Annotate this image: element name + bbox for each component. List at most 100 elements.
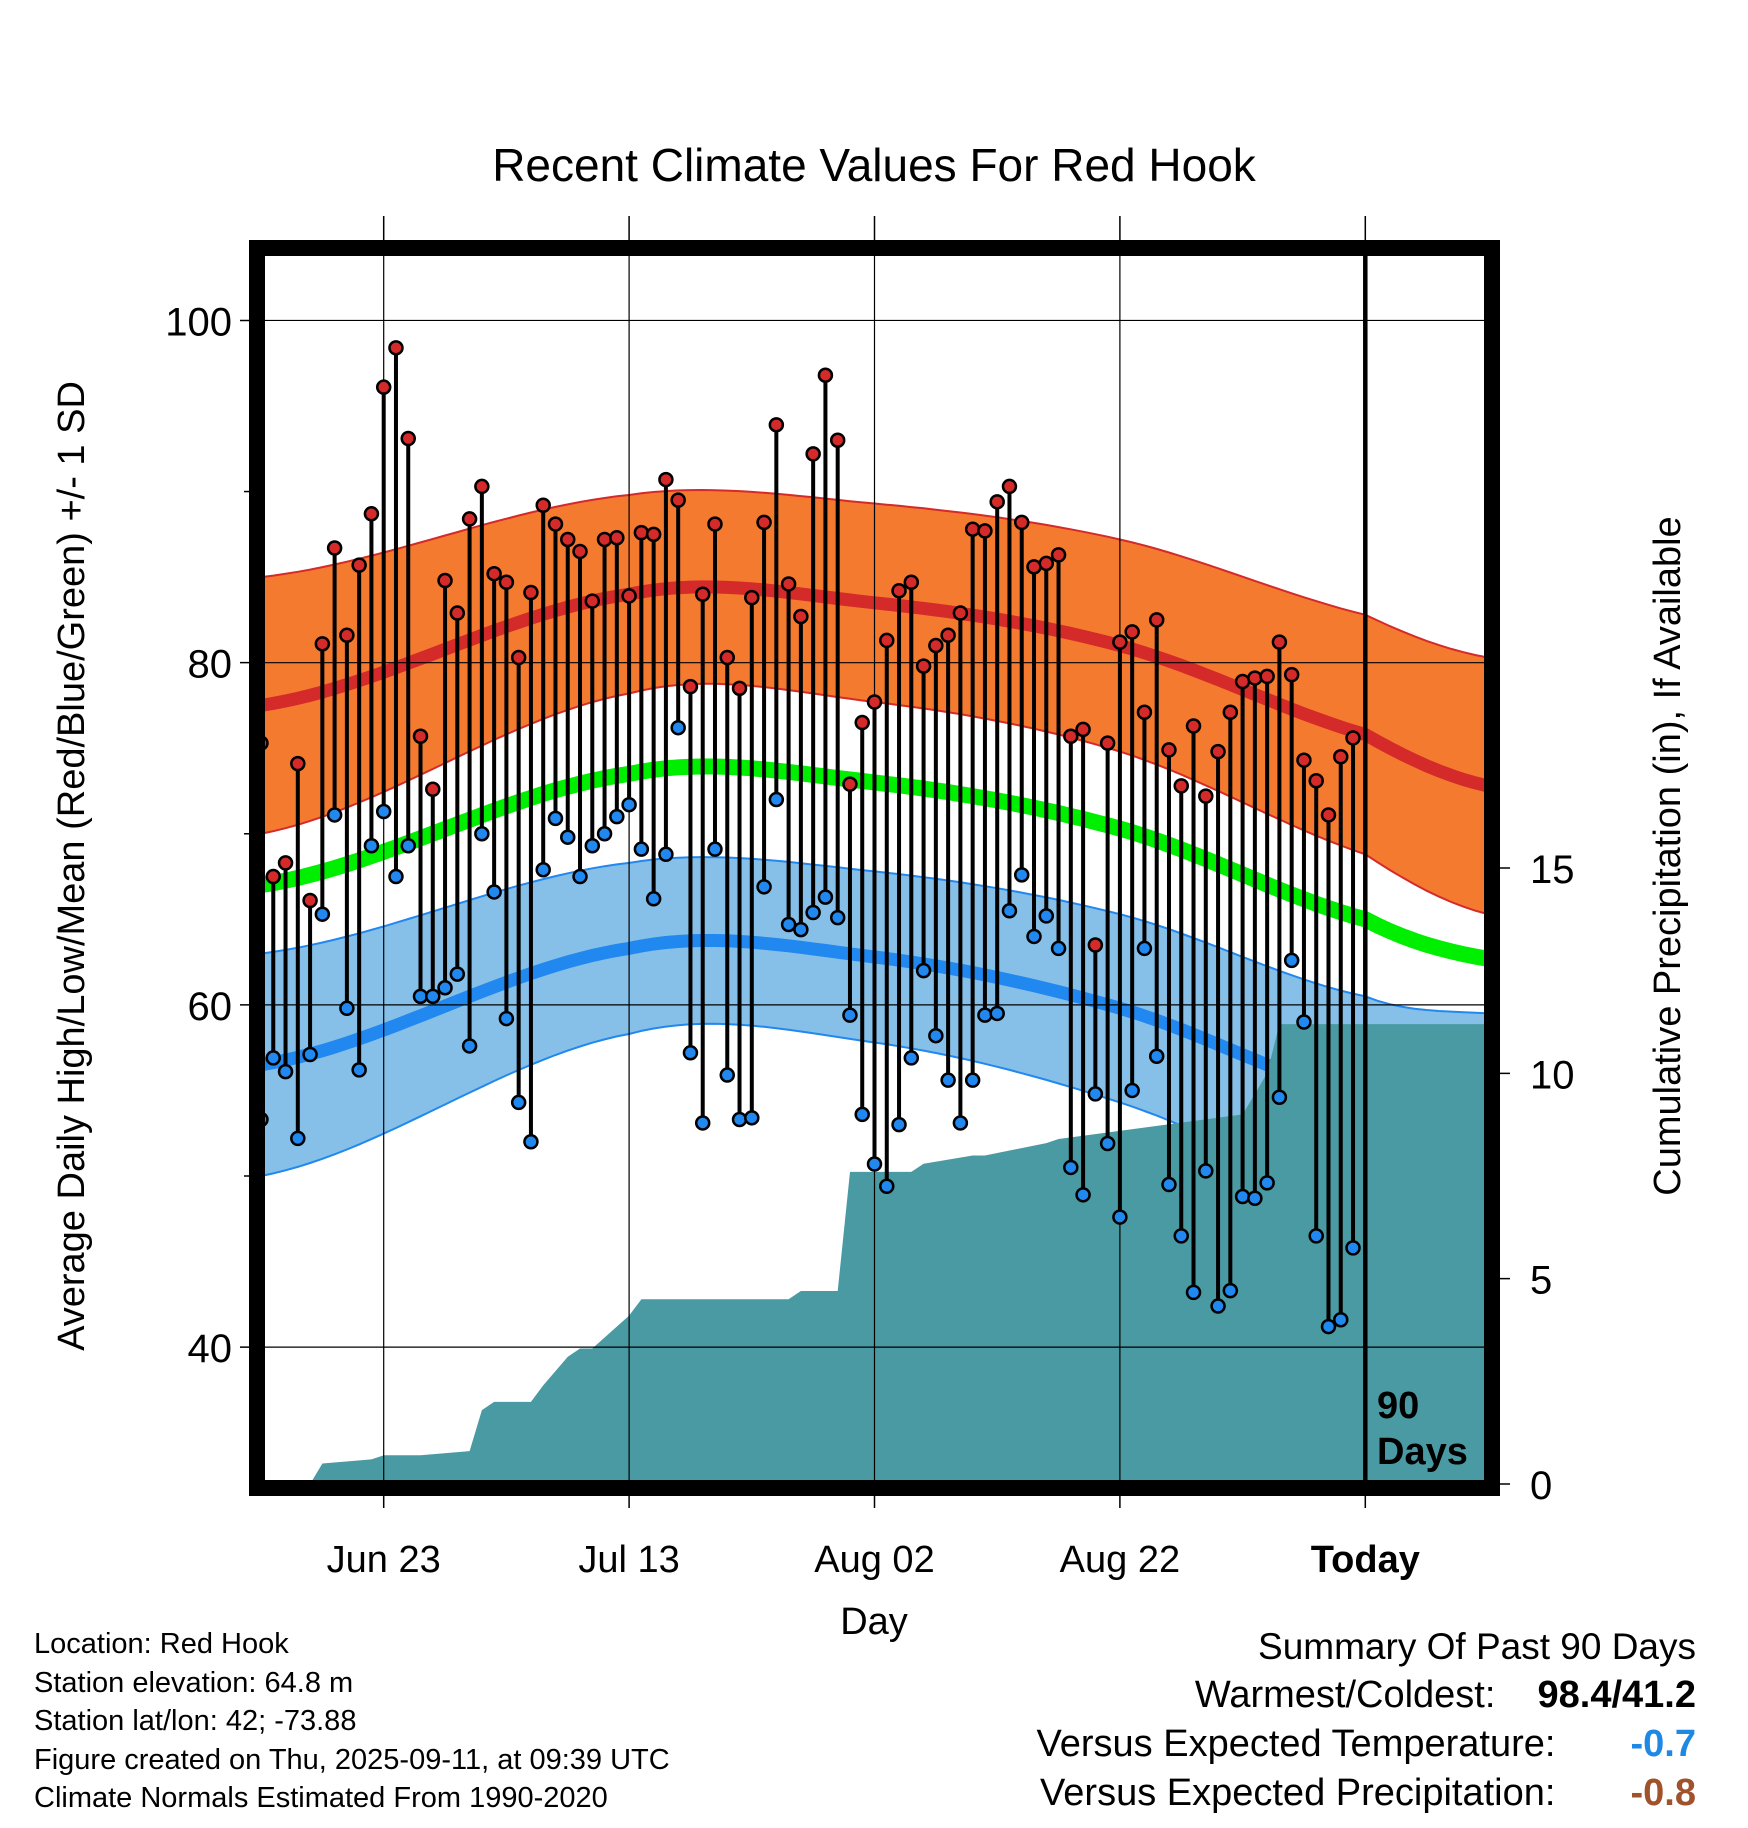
low-temp-point bbox=[535, 861, 551, 878]
high-temp-point bbox=[584, 593, 601, 609]
low-temp-point bbox=[302, 1046, 318, 1063]
high-temp-point bbox=[1234, 673, 1251, 690]
low-temp-point bbox=[314, 906, 331, 922]
high-temp-point bbox=[977, 523, 993, 539]
low-temp-point bbox=[866, 1156, 883, 1172]
high-temp-point bbox=[572, 543, 588, 560]
high-temp-point bbox=[952, 605, 969, 621]
high-temp-point bbox=[1345, 730, 1361, 746]
low-temp-point bbox=[510, 1094, 527, 1111]
high-temp-point bbox=[1148, 612, 1165, 628]
low-temp-point bbox=[940, 1072, 956, 1088]
high-temp-point bbox=[903, 574, 920, 590]
low-temp-point bbox=[744, 1110, 760, 1126]
high-temp-point bbox=[670, 492, 686, 508]
high-temp-point bbox=[449, 605, 466, 621]
low-temp-point bbox=[707, 841, 723, 857]
high-temp-point bbox=[351, 557, 367, 573]
low-temp-point bbox=[1001, 903, 1018, 919]
high-temp-point bbox=[1210, 743, 1226, 760]
low-temp-point bbox=[523, 1134, 539, 1150]
high-temp-point bbox=[879, 632, 895, 649]
high-temp-point bbox=[363, 506, 380, 522]
low-temp-point bbox=[1099, 1135, 1116, 1152]
x-tick-label: Jun 23 bbox=[327, 1539, 441, 1581]
high-temp-point bbox=[1026, 559, 1042, 575]
high-temp-point bbox=[339, 627, 355, 644]
high-temp-point bbox=[326, 540, 343, 556]
high-temp-point bbox=[1173, 778, 1189, 794]
low-temp-point bbox=[474, 826, 490, 842]
high-temp-point bbox=[928, 637, 944, 654]
high-temp-point bbox=[780, 576, 797, 592]
low-temp-point bbox=[1161, 1176, 1177, 1193]
summary-panel: Summary Of Past 90 Days Warmest/Coldest:… bbox=[1037, 1622, 1696, 1818]
low-temp-point bbox=[658, 846, 674, 863]
high-temp-point bbox=[437, 572, 453, 589]
low-temp-point bbox=[486, 884, 502, 900]
low-temp-point bbox=[363, 838, 380, 854]
temp-row: Versus Expected Temperature: -0.7 bbox=[1037, 1720, 1696, 1769]
low-temp-point bbox=[989, 1005, 1005, 1022]
low-temp-point bbox=[879, 1178, 895, 1195]
low-temp-point bbox=[1087, 1086, 1104, 1102]
low-temp-point bbox=[1185, 1284, 1202, 1301]
high-temp-point bbox=[1038, 555, 1055, 572]
high-temp-point bbox=[560, 531, 576, 548]
high-temp-point bbox=[1308, 772, 1324, 789]
low-temp-point bbox=[1013, 867, 1030, 883]
high-temp-point bbox=[596, 531, 613, 548]
low-temp-point bbox=[1050, 940, 1067, 957]
y-tick-label: 100 bbox=[165, 300, 232, 344]
x-tick-label: Aug 22 bbox=[1060, 1539, 1180, 1581]
low-temp-point bbox=[952, 1115, 969, 1131]
low-temp-point bbox=[964, 1072, 981, 1088]
low-temp-point bbox=[1345, 1240, 1361, 1256]
high-temp-point bbox=[1198, 788, 1214, 804]
low-temp-point bbox=[903, 1050, 920, 1066]
low-temp-point bbox=[388, 868, 404, 885]
high-temp-point bbox=[719, 649, 736, 666]
low-temp-point bbox=[1026, 928, 1042, 945]
x-tick-label: Jul 13 bbox=[578, 1539, 679, 1581]
low-temp-point bbox=[731, 1111, 748, 1128]
high-temp-point bbox=[805, 446, 821, 462]
high-temp-point bbox=[314, 636, 331, 652]
low-temp-point bbox=[694, 1115, 711, 1131]
high-temp-point bbox=[829, 432, 846, 448]
low-temp-point bbox=[977, 1007, 993, 1023]
location-text: Location: Red Hook bbox=[34, 1628, 289, 1660]
normals-text: Climate Normals Estimated From 1990-2020 bbox=[34, 1782, 608, 1814]
high-temp-point bbox=[793, 608, 809, 625]
high-temp-point bbox=[412, 728, 429, 744]
high-temp-point bbox=[682, 678, 699, 695]
low-temp-point bbox=[449, 966, 466, 982]
low-temp-point bbox=[326, 807, 343, 823]
station-metadata: Location: Red Hook Station elevation: 64… bbox=[34, 1625, 670, 1818]
high-temp-point bbox=[756, 514, 772, 531]
high-temp-point bbox=[940, 627, 956, 644]
low-temp-point bbox=[793, 921, 809, 938]
temp-value: -0.7 bbox=[1630, 1723, 1696, 1765]
low-temp-point bbox=[1173, 1228, 1189, 1244]
latlon-text: Station lat/lon: 42; -73.88 bbox=[34, 1705, 357, 1737]
low-temp-point bbox=[277, 1063, 294, 1080]
low-temp-point bbox=[1148, 1048, 1165, 1064]
temp-label: Versus Expected Temperature: bbox=[1036, 1723, 1556, 1765]
high-temp-point bbox=[854, 714, 870, 731]
low-temp-point bbox=[584, 838, 601, 854]
y2-tick-label: 5 bbox=[1530, 1259, 1552, 1303]
low-temp-point bbox=[437, 980, 453, 996]
high-temp-point bbox=[461, 511, 478, 527]
y-tick-label: 60 bbox=[188, 985, 233, 1029]
high-temp-point bbox=[535, 497, 551, 513]
low-temp-point bbox=[756, 879, 772, 895]
low-temp-point bbox=[915, 962, 932, 979]
elevation-text: Station elevation: 64.8 m bbox=[34, 1666, 354, 1699]
high-temp-point bbox=[265, 868, 282, 885]
high-temp-point bbox=[658, 471, 674, 488]
low-temp-point bbox=[1283, 952, 1300, 969]
low-temp-point bbox=[1234, 1188, 1251, 1205]
low-temp-point bbox=[854, 1106, 870, 1123]
low-temp-point bbox=[891, 1116, 907, 1133]
